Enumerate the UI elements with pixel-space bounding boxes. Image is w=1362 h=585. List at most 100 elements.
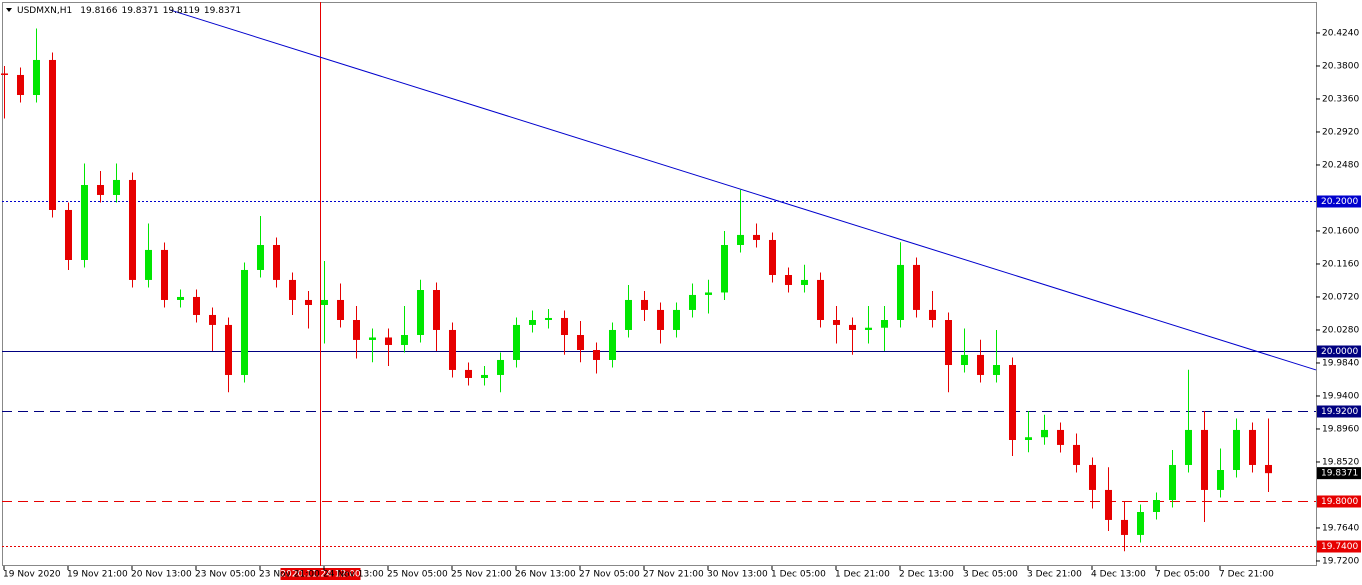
- level-label: 19.8000: [1321, 497, 1358, 507]
- candle-body: [929, 309, 936, 320]
- candle-body: [1137, 512, 1144, 535]
- overlay: USDMXN,H1 19.8166 19.8371 19.8119 19.8371 20…: [6, 6, 361, 580]
- candle-body: [689, 294, 696, 310]
- candle-body: [785, 275, 792, 285]
- y-tick-label: 19.8960: [1322, 424, 1359, 434]
- candle-body: [1153, 500, 1160, 512]
- menu-triangle[interactable]: [6, 8, 12, 12]
- candle-body: [753, 234, 760, 240]
- candle-body: [385, 337, 392, 345]
- level-label: 20.2000: [1321, 197, 1358, 207]
- level-label: 20.0000: [1321, 347, 1358, 357]
- y-tick-label: 20.0720: [1322, 292, 1359, 302]
- x-tick-label: 23 Nov 05:00: [195, 570, 256, 580]
- candle-body: [577, 335, 584, 350]
- header-open: 19.8166: [80, 6, 117, 16]
- plot-area: [1, 2, 1317, 566]
- candle-body: [657, 309, 664, 330]
- x-tick-label: 2 Dec 13:00: [899, 570, 954, 580]
- symbol: USDMXN,H1: [17, 6, 72, 16]
- candle-body: [849, 324, 856, 330]
- candle-body: [993, 365, 1000, 375]
- candle-body: [145, 249, 152, 280]
- candle-body: [769, 239, 776, 275]
- candle-body: [273, 245, 280, 280]
- candle-body: [465, 369, 472, 378]
- price-label-box: [1317, 467, 1361, 480]
- x-tick-label: 27 Nov 21:00: [643, 570, 704, 580]
- header-high: 19.8371: [121, 6, 158, 16]
- candle-body: [1121, 519, 1128, 535]
- candle-body: [1057, 429, 1064, 445]
- chart-header: USDMXN,H1 19.8166 19.8371 19.8119 19.8371: [17, 6, 241, 16]
- y-tick-label: 19.9840: [1322, 358, 1359, 368]
- y-tick-label: 20.1600: [1322, 226, 1359, 236]
- y-tick-label: 19.9400: [1322, 391, 1359, 401]
- candle-body: [65, 209, 72, 260]
- x-tick-label: 19 Nov 21:00: [67, 570, 128, 580]
- y-tick-label: 19.7200: [1322, 556, 1359, 566]
- candle-body: [961, 354, 968, 365]
- candle-body: [529, 320, 536, 325]
- candle-body: [401, 335, 408, 345]
- y-tick-label: 20.2920: [1322, 127, 1359, 137]
- x-tick-label: 7 Dec 21:00: [1219, 570, 1274, 580]
- candle-body: [481, 374, 488, 378]
- vline-label-box: [280, 568, 361, 580]
- y-tick-label: 20.3800: [1322, 61, 1359, 71]
- candle-body: [881, 320, 888, 328]
- candle-body: [113, 179, 120, 195]
- candle-body: [721, 245, 728, 293]
- level-label-box: [1317, 405, 1361, 418]
- level-label: 19.7400: [1321, 542, 1358, 552]
- candle-body: [1249, 429, 1256, 465]
- candle-body: [1009, 365, 1016, 440]
- candle-body: [609, 329, 616, 360]
- level-label-box: [1317, 195, 1361, 208]
- header-close: 19.8371: [204, 6, 241, 16]
- candle-body: [209, 314, 216, 325]
- x-tick-label: 19 Nov 2020: [3, 570, 61, 580]
- x-tick-label: 1 Dec 05:00: [771, 570, 826, 580]
- candle-body: [433, 290, 440, 330]
- candle-body: [1233, 429, 1240, 470]
- y-tick-label: 20.4240: [1322, 28, 1359, 38]
- x-tick-label: 7 Dec 05:00: [1155, 570, 1210, 580]
- candle-body: [641, 299, 648, 310]
- level-label-box: [1317, 495, 1361, 508]
- x-tick-label: 27 Nov 05:00: [579, 570, 640, 580]
- candle-body: [1201, 429, 1208, 490]
- candle-body: [913, 264, 920, 310]
- x-tick-label: 4 Dec 13:00: [1091, 570, 1146, 580]
- y-tick-label: 20.1160: [1322, 259, 1359, 269]
- candle-body: [1, 73, 8, 75]
- x-tick-label: 25 Nov 21:00: [451, 570, 512, 580]
- y-tick-label: 19.7640: [1322, 523, 1359, 533]
- candle-body: [593, 350, 600, 360]
- candle-body: [705, 292, 712, 295]
- y-tick-label: 20.0280: [1322, 325, 1359, 335]
- candle-body: [1105, 489, 1112, 520]
- header-low: 19.8119: [163, 6, 200, 16]
- candle-body: [289, 279, 296, 300]
- candle-body: [865, 327, 872, 330]
- candle-body: [817, 279, 824, 320]
- level-label-box: [1317, 540, 1361, 553]
- candle-body: [321, 299, 328, 305]
- x-tick-label: 24 Nov 13:00: [323, 570, 384, 580]
- y-tick-label: 20.2480: [1322, 160, 1359, 170]
- candle-body: [369, 337, 376, 340]
- candle-body: [545, 317, 552, 320]
- candle-body: [17, 74, 24, 95]
- y-tick-label: 19.8520: [1322, 457, 1359, 467]
- candle-body: [353, 320, 360, 340]
- candle-body: [625, 299, 632, 330]
- candle-body: [225, 324, 232, 375]
- candle-body: [49, 59, 56, 210]
- level-label: 19.9200: [1321, 407, 1358, 417]
- candle-body: [561, 317, 568, 335]
- candle-body: [1041, 429, 1048, 438]
- x-tick-label: 20 Nov 13:00: [131, 570, 192, 580]
